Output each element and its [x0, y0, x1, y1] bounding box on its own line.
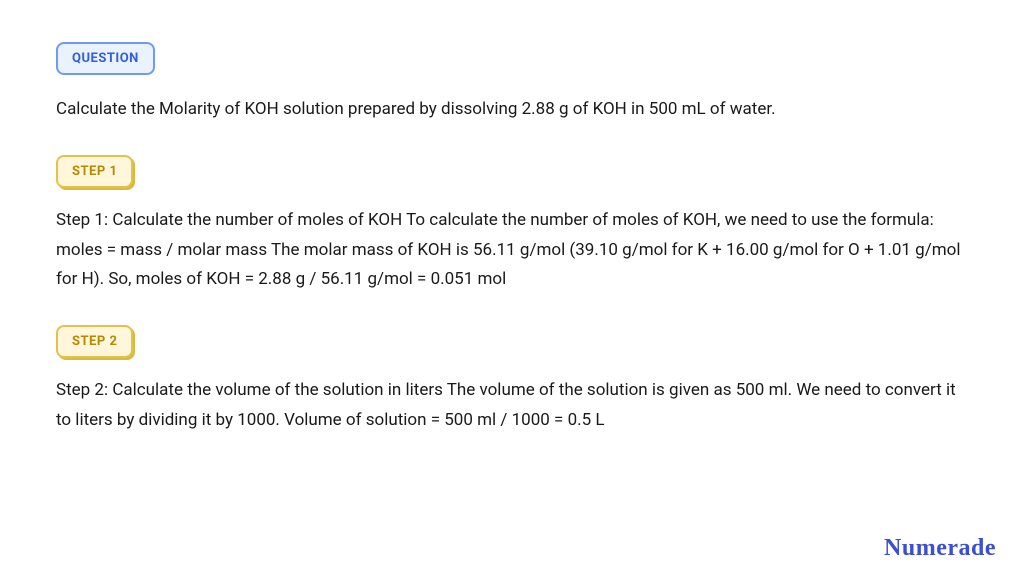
step2-text: Step 2: Calculate the volume of the solu…: [56, 376, 966, 436]
content-wrapper: QUESTION Calculate the Molarity of KOH s…: [0, 0, 1024, 436]
brand-logo: Numerade: [884, 535, 996, 562]
question-text: Calculate the Molarity of KOH solution p…: [56, 95, 966, 125]
step2-badge: STEP 2: [56, 325, 133, 358]
step1-badge: STEP 1: [56, 155, 133, 188]
question-badge: QUESTION: [56, 42, 155, 75]
step1-text: Step 1: Calculate the number of moles of…: [56, 206, 966, 295]
